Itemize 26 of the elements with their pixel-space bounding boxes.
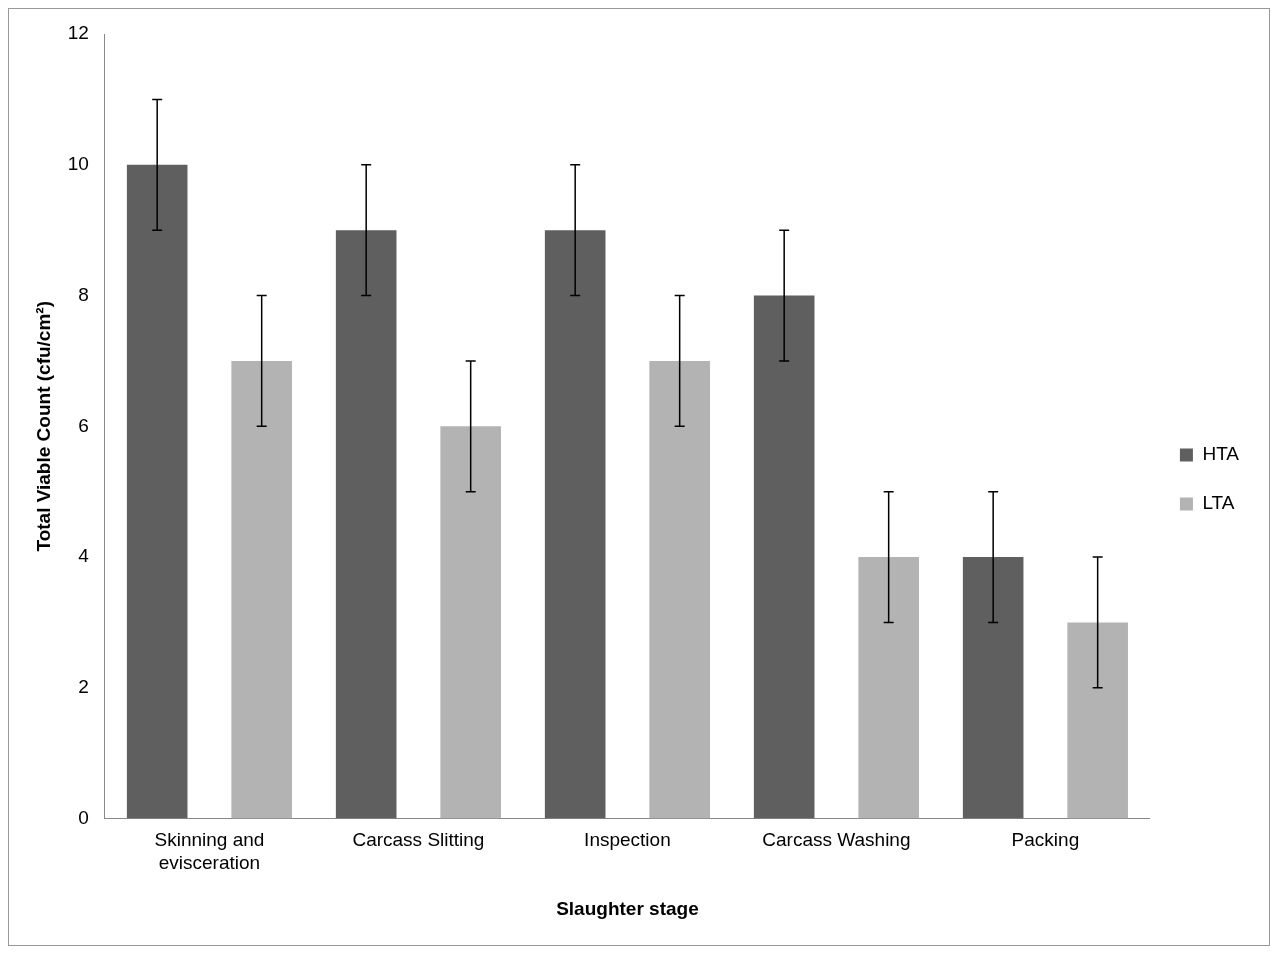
- x-tick-label: Carcass Slitting: [352, 829, 485, 851]
- y-tick-label: 12: [67, 22, 89, 44]
- y-tick-label: 0: [78, 806, 89, 828]
- bar: [753, 295, 815, 819]
- x-tick-label: Carcass Washing: [762, 829, 911, 851]
- bar: [858, 557, 919, 819]
- x-tick-label: Skinning and evisceration: [154, 829, 265, 874]
- bar: [231, 360, 292, 819]
- x-tick-label: Inspection: [584, 829, 671, 851]
- legend-label: LTA: [1202, 492, 1235, 514]
- bar: [440, 426, 501, 819]
- y-tick-label: 4: [78, 545, 90, 567]
- bar: [649, 360, 710, 819]
- y-tick-label: 8: [78, 283, 89, 305]
- bar: [962, 557, 1024, 819]
- bar: [126, 164, 188, 819]
- y-axis-title: Total Viable Count (cfu/cm²): [32, 301, 54, 552]
- bar: [335, 230, 397, 819]
- y-tick-label: 2: [78, 676, 89, 698]
- x-tick-label: Packing: [1011, 829, 1080, 851]
- bar: [1067, 622, 1128, 819]
- y-tick-label: 6: [78, 414, 89, 436]
- bar: [544, 230, 606, 819]
- x-axis-title: Slaughter stage: [556, 897, 699, 919]
- y-tick-label: 10: [67, 153, 89, 174]
- legend-label: HTA: [1202, 443, 1240, 465]
